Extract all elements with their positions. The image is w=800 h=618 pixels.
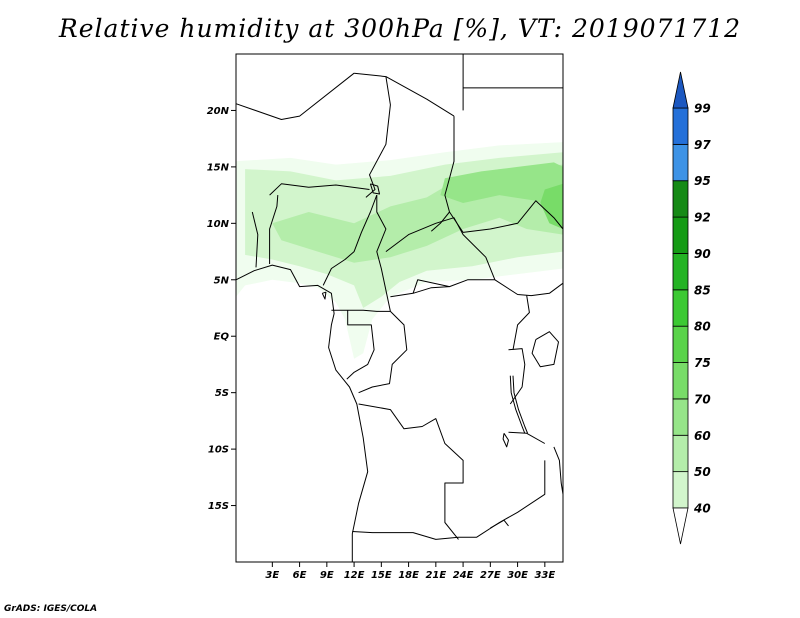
axis-ticks-layer: 20N 15N 10N 5N EQ 5S 10S 15S 3E 6E 9E 12E 15E 18E 21E 2… (207, 106, 556, 581)
lon-label-33E: 33E (534, 570, 555, 581)
border-south-sudan-sudan (449, 200, 564, 233)
coastline-west-africa (235, 264, 369, 562)
colorbar-segment-70-75 (672, 362, 689, 400)
lon-label-18E: 18E (398, 570, 419, 581)
country-boundaries-layer (235, 54, 564, 562)
border-rwanda-tanzania (508, 348, 526, 405)
lake-malawi (553, 446, 564, 495)
colorbar-label-85: 85 (694, 283, 711, 297)
lake-mweru (502, 433, 509, 448)
colorbar-label-97: 97 (694, 138, 711, 152)
bioko-island (321, 291, 327, 300)
lat-label-EQ: EQ (214, 332, 230, 343)
lat-label-5S: 5S (215, 388, 229, 399)
colorbar-label-92: 92 (694, 211, 711, 225)
border-drc-car (412, 279, 450, 294)
border-car-north (385, 217, 496, 280)
border-nigeria-cameroon (322, 194, 378, 286)
lake-chad (369, 183, 380, 195)
colorbar: 40 50 60 70 75 80 85 90 92 95 97 99 (672, 71, 711, 545)
border-drc-congo (358, 311, 408, 394)
border-uganda-drc (512, 295, 530, 350)
border-algeria-niger (235, 72, 355, 120)
lon-label-21E: 21E (425, 570, 446, 581)
lat-label-5N: 5N (214, 275, 230, 286)
colorbar-segment-60-70 (672, 398, 689, 436)
border-chad-sudan (430, 116, 455, 232)
colorbar-segment-95-97 (672, 143, 689, 182)
border-ghana-togo (251, 211, 259, 268)
lon-label-30E: 30E (507, 570, 528, 581)
lon-label-9E: 9E (320, 570, 334, 581)
lat-label-15N: 15N (207, 162, 230, 173)
border-tanzania-zambia (508, 431, 546, 444)
border-benin-nigeria (269, 195, 279, 264)
lake-tanganyika-east (512, 375, 529, 434)
border-congo-gabon (331, 309, 391, 312)
lon-label-12E: 12E (344, 570, 365, 581)
humidity-fill-layer (236, 142, 563, 359)
border-chad-libya (385, 76, 455, 117)
lat-label-10S: 10S (208, 445, 229, 456)
lat-label-10N: 10N (207, 219, 230, 230)
border-zambia-east (458, 460, 546, 538)
border-angola-namibia (352, 531, 459, 540)
colorbar-segment-50-60 (672, 434, 689, 473)
lake-victoria (531, 331, 559, 368)
colorbar-segment-40-50 (672, 471, 689, 509)
lat-label-20N: 20N (207, 106, 230, 117)
colorbar-label-99: 99 (694, 102, 711, 116)
humidity-region-4 (540, 183, 563, 229)
colorbar-label-70: 70 (694, 392, 711, 406)
colorbar-label-90: 90 (694, 247, 711, 261)
border-cameroon-chad-car (376, 195, 391, 312)
lon-label-6E: 6E (293, 570, 307, 581)
humidity-region-3 (440, 162, 563, 212)
colorbar-top-arrow (672, 71, 689, 109)
border-south-sudan-east (494, 279, 564, 297)
colorbar-label-50: 50 (694, 465, 711, 479)
colorbar-label-75: 75 (694, 356, 711, 370)
colorbar-label-80: 80 (694, 320, 711, 334)
colorbar-segment-80-85 (672, 289, 689, 327)
colorbar-label-95: 95 (694, 174, 711, 188)
colorbar-segment-97-99 (672, 107, 689, 145)
border-car-south (390, 279, 495, 298)
grads-credit: GrADS: IGES/COLA (4, 604, 98, 614)
lon-label-27E: 27E (480, 570, 501, 581)
lat-label-15S: 15S (208, 501, 229, 512)
border-nigeria-niger (269, 183, 370, 196)
colorbar-label-60: 60 (694, 429, 711, 443)
map-frame (235, 53, 564, 563)
lake-tanganyika-west (509, 375, 526, 434)
lon-label-24E: 24E (453, 570, 474, 581)
colorbar-segment-92-95 (672, 180, 689, 218)
map-title: Relative humidity at 300hPa [%], VT: 201… (58, 14, 742, 43)
lon-label-15E: 15E (371, 570, 392, 581)
colorbar-segment-75-80 (672, 325, 689, 363)
colorbar-bottom-arrow (672, 507, 689, 545)
border-gabon-east (346, 310, 375, 380)
colorbar-label-40: 40 (693, 502, 711, 516)
colorbar-segment-85-90 (672, 253, 689, 291)
lon-label-3E: 3E (265, 570, 279, 581)
border-drc-angola (358, 403, 464, 540)
lake-kariba (490, 519, 509, 529)
colorbar-segment-90-92 (672, 216, 689, 254)
